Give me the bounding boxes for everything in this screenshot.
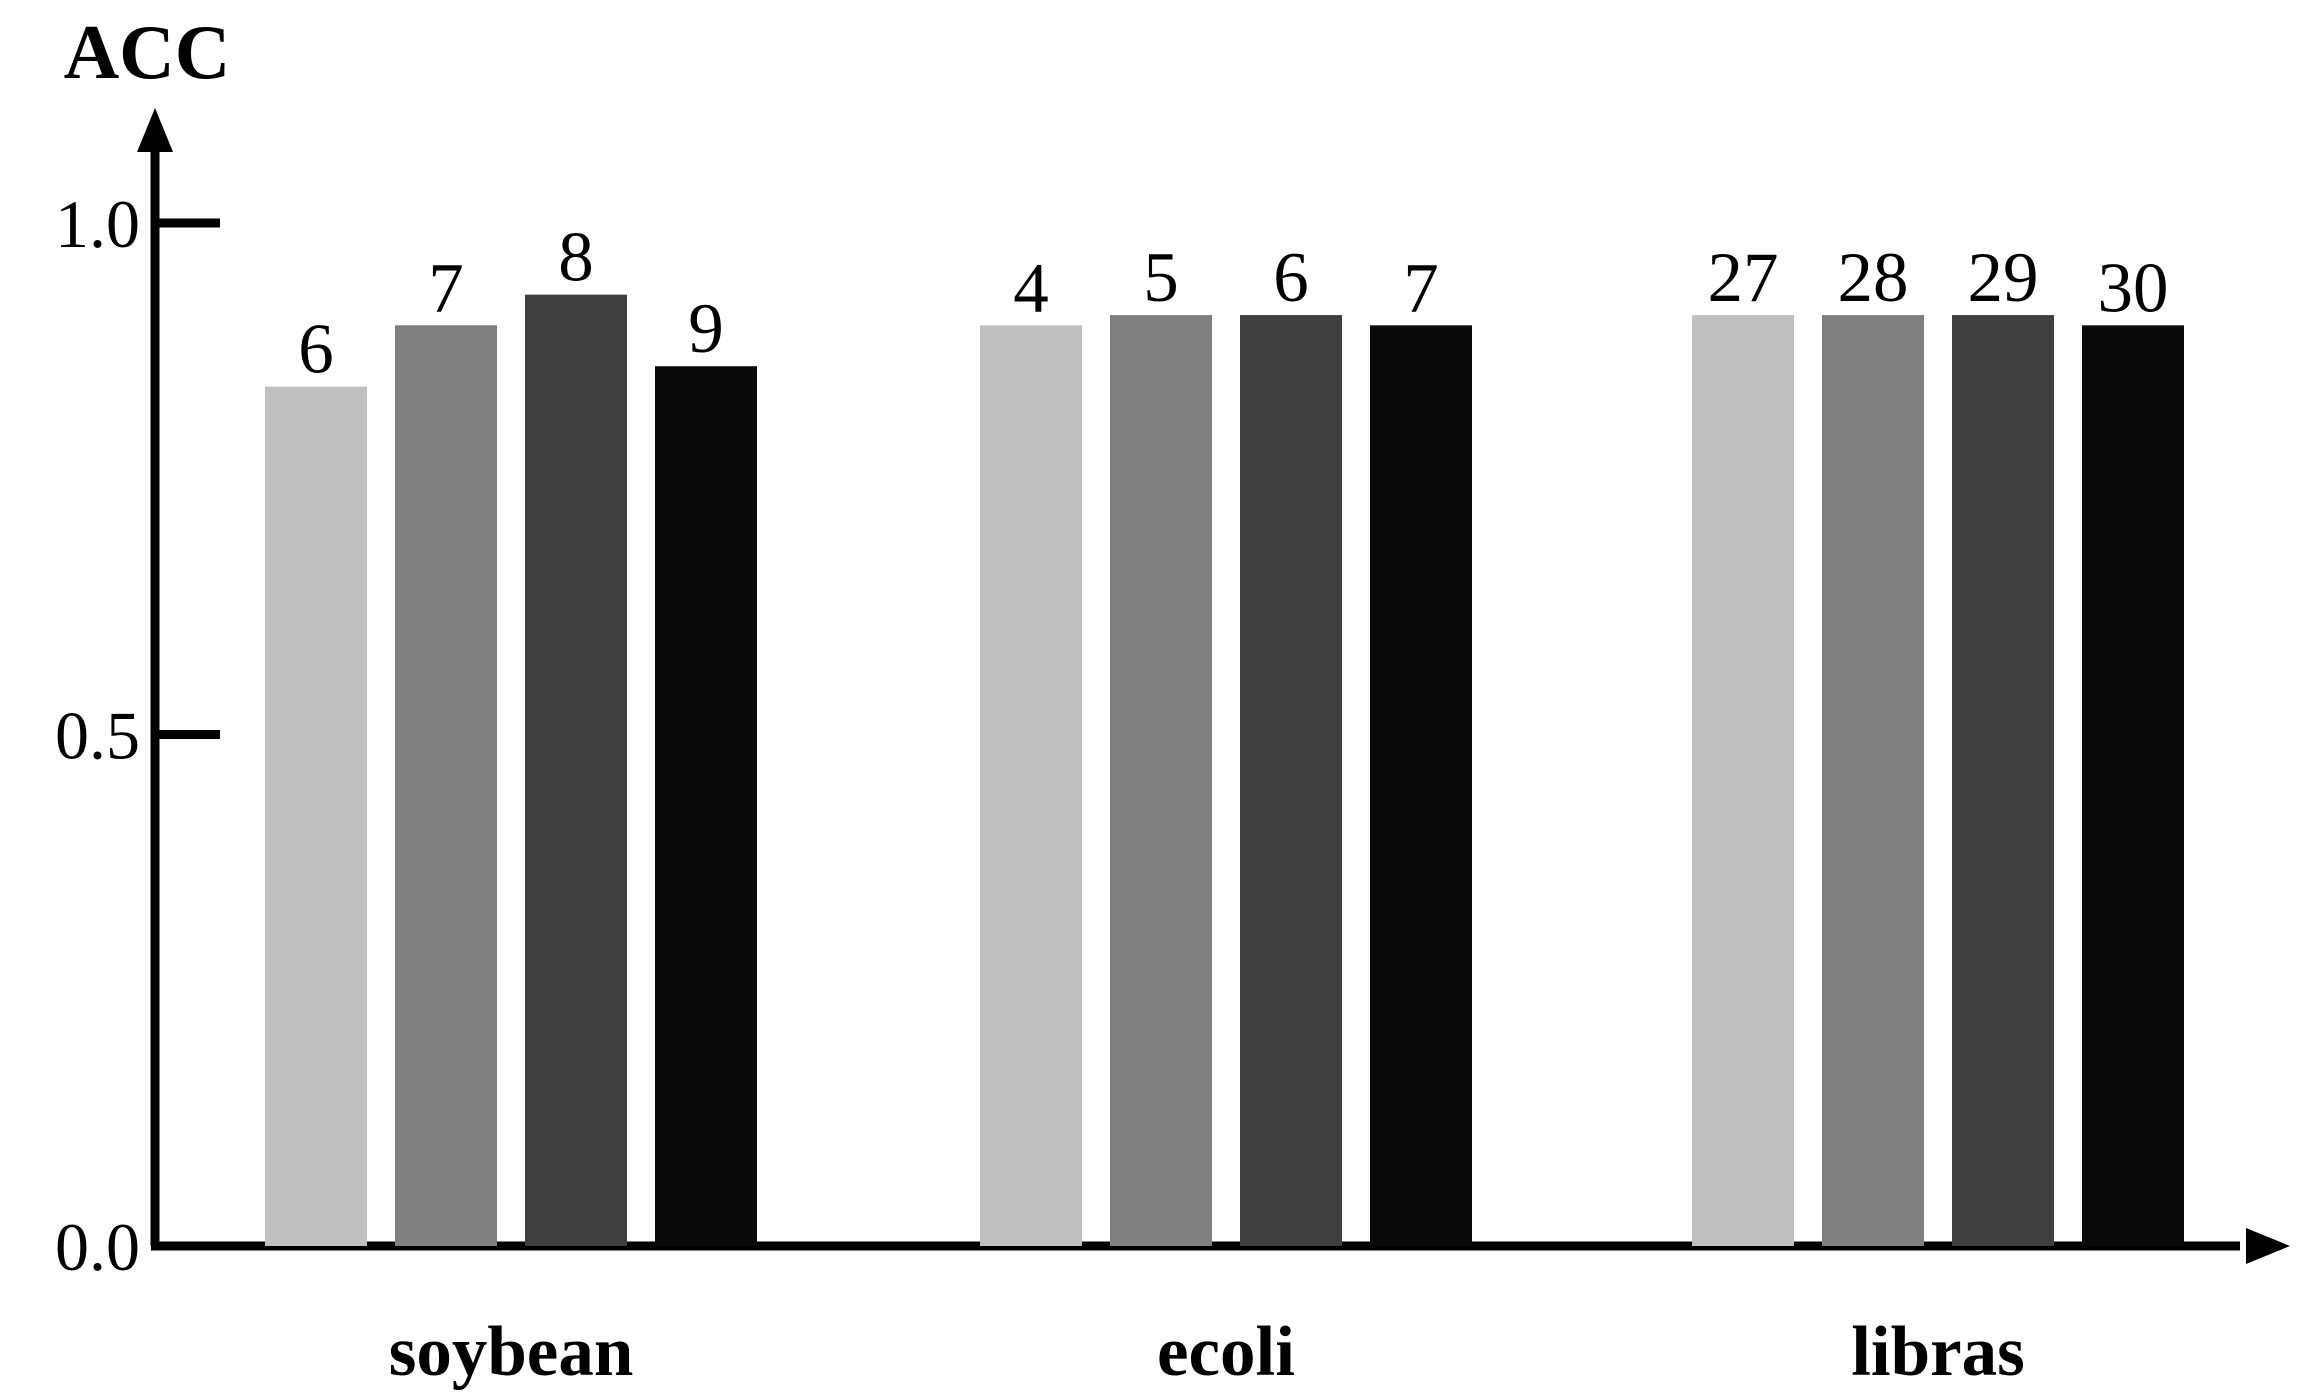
- bar: [395, 325, 497, 1246]
- bar-value-label: 8: [558, 219, 594, 297]
- category-label: libras: [1851, 1313, 2025, 1391]
- bar-value-label: 6: [298, 311, 334, 389]
- x-axis-arrow: [2246, 1228, 2290, 1264]
- bar-labels: 6 7 8 9 4 5 6 7 27 28 29 30: [298, 219, 2168, 389]
- bar-value-label: 28: [1838, 239, 1909, 317]
- bar-value-label: 27: [1708, 239, 1779, 317]
- bar: [265, 386, 367, 1246]
- bar: [1110, 315, 1212, 1246]
- bar: [1952, 315, 2054, 1246]
- bar-value-label: 7: [1403, 249, 1439, 327]
- y-tick-label: 1.0: [55, 186, 140, 262]
- bar: [1240, 315, 1342, 1246]
- bar: [1370, 325, 1472, 1246]
- bar: [980, 325, 1082, 1246]
- bar-value-label: 9: [688, 290, 724, 368]
- bar: [655, 366, 757, 1247]
- bar: [1692, 315, 1794, 1246]
- y-tick-label: 0.5: [55, 698, 140, 774]
- bar: [525, 294, 627, 1246]
- bar-value-label: 4: [1013, 249, 1049, 327]
- bars: [265, 294, 2184, 1247]
- bar: [2082, 325, 2184, 1246]
- bar-value-label: 5: [1143, 239, 1179, 317]
- category-labels: soybean ecoli libras: [389, 1313, 2025, 1391]
- bar-value-label: 30: [2098, 249, 2169, 327]
- bar: [1822, 315, 1924, 1246]
- y-ticks: 0.0 0.5 1.0: [55, 186, 220, 1285]
- bar-value-label: 7: [428, 249, 464, 327]
- bar-value-label: 29: [1968, 239, 2039, 317]
- y-tick-label: 0.0: [55, 1209, 140, 1285]
- y-axis-arrow: [137, 108, 173, 152]
- bar-value-label: 6: [1273, 239, 1309, 317]
- y-axis-title: ACC: [64, 9, 231, 95]
- category-label: soybean: [389, 1313, 634, 1391]
- category-label: ecoli: [1157, 1313, 1295, 1391]
